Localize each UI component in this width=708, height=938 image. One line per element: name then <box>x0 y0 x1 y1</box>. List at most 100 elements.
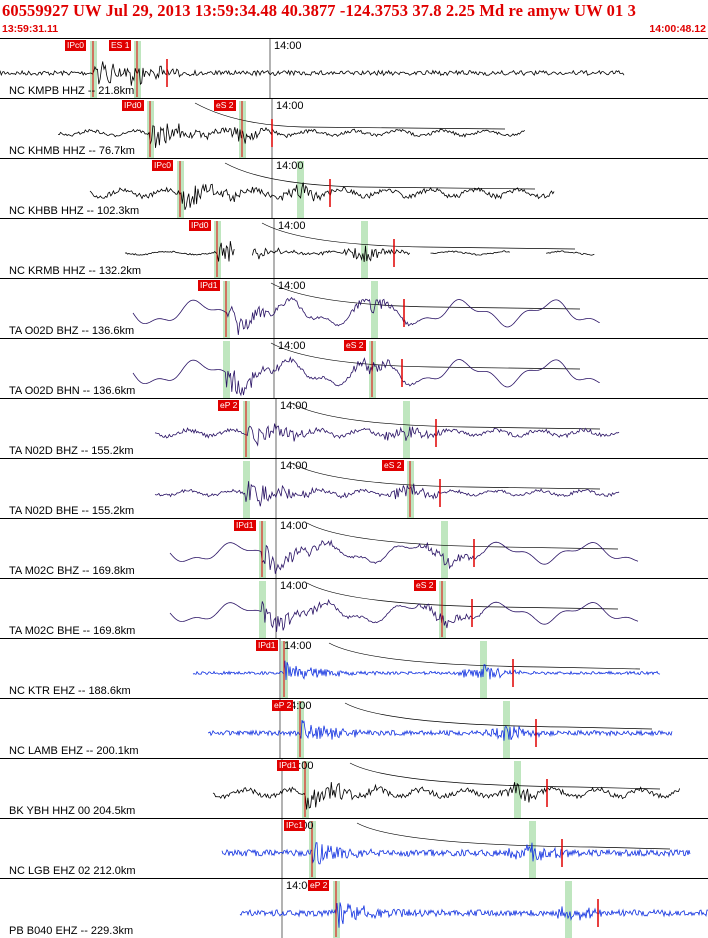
s-window-band <box>565 881 572 938</box>
p-pick-flag[interactable]: IPd1 <box>198 280 220 291</box>
trace-canvas <box>169 519 639 578</box>
p-pick-flag[interactable]: eP 2 <box>272 700 294 711</box>
station-label: NC LGB EHZ 02 212.0km <box>9 865 136 877</box>
station-label: NC KRMB HHZ -- 132.2km <box>9 265 142 277</box>
trace-canvas <box>132 339 600 398</box>
waveform <box>57 123 525 148</box>
trace-panel[interactable]: 14:00 TA N02D BHE -- 155.2km eS 2 <box>0 458 708 518</box>
trace-panel[interactable]: 14:00 NC LAMB EHZ -- 200.1km eP 2 <box>0 698 708 758</box>
waveform <box>221 842 691 865</box>
station-label: TA O02D BHN -- 136.6km <box>9 385 136 397</box>
p-window-band <box>243 461 250 518</box>
waveform <box>239 902 708 928</box>
s-pick-flag[interactable]: eS 2 <box>214 100 236 111</box>
s-window-band <box>297 161 304 218</box>
station-label: NC LAMB EHZ -- 200.1km <box>9 745 139 757</box>
station-label: PB B040 EHZ -- 229.3km <box>9 925 134 937</box>
waveform <box>154 481 620 507</box>
station-label: TA M02C BHZ -- 169.8km <box>9 565 135 577</box>
event-title: 60559927 UW Jul 29, 2013 13:59:34.48 40.… <box>2 1 636 20</box>
trace-canvas <box>154 459 620 518</box>
trace-canvas <box>57 99 525 158</box>
trace-canvas <box>154 399 620 458</box>
trace-panel[interactable]: 14:00 TA M02C BHZ -- 169.8km IPd1 <box>0 518 708 578</box>
waveform <box>212 782 681 810</box>
station-label: NC KMPB HHZ -- 21.8km <box>9 85 135 97</box>
trace-panel[interactable]: 14:00 NC KHBB HHZ -- 102.3km IPc0 <box>0 158 708 218</box>
trace-panel[interactable]: 14:00 NC KRMB HHZ -- 132.2km IPd0 <box>0 218 708 278</box>
trace-panel[interactable]: 14:00 NC KHMB HHZ -- 76.7km IPd0 eS 2 <box>0 98 708 158</box>
header: 60559927 UW Jul 29, 2013 13:59:34.48 40.… <box>0 0 708 38</box>
waveform <box>169 539 639 574</box>
trace-panel[interactable]: 14:00 NC KMPB HHZ -- 21.8km IPc0 ES 1 <box>0 38 708 98</box>
travel-time-curve <box>349 762 661 790</box>
p-pick-flag[interactable]: IPc0 <box>65 40 87 51</box>
travel-time-curve <box>270 282 581 310</box>
p-pick-flag[interactable]: IPc1 <box>284 820 306 831</box>
travel-time-curve <box>356 822 671 850</box>
trace-canvas <box>239 879 708 938</box>
p-pick-flag[interactable]: IPd1 <box>256 640 278 651</box>
s-window-band <box>361 221 368 278</box>
p-pick-flag[interactable]: eP 2 <box>308 880 330 891</box>
s-window-band <box>403 401 410 458</box>
waveform <box>192 660 661 681</box>
trace-panel[interactable]: 14:00 TA M02C BHE -- 169.8km eS 2 <box>0 578 708 638</box>
s-pick-flag[interactable]: ES 1 <box>109 40 132 51</box>
time-label: 14:00 <box>280 400 308 412</box>
time-label: 14:00 <box>276 160 304 172</box>
waveform <box>154 423 620 447</box>
p-pick-flag[interactable]: IPd1 <box>234 520 256 531</box>
s-window-band <box>514 761 521 818</box>
trace-canvas <box>207 699 673 758</box>
waveform <box>207 720 673 741</box>
travel-time-curve <box>328 642 641 670</box>
time-label: 14:00 <box>278 220 306 232</box>
trace-canvas <box>132 279 600 338</box>
time-label: 14:00 <box>274 40 302 52</box>
travel-time-curve <box>306 582 619 610</box>
trace-canvas <box>0 39 625 98</box>
waveform <box>0 61 625 86</box>
p-pick-flag[interactable]: IPd1 <box>277 760 299 771</box>
trace-panel[interactable]: 14:00 TA O02D BHZ -- 136.6km IPd1 <box>0 278 708 338</box>
p-window-band <box>223 341 230 398</box>
travel-time-curve <box>270 342 581 370</box>
trace-canvas <box>169 579 639 638</box>
p-pick-flag[interactable]: IPc0 <box>152 160 174 171</box>
time-label: 14:00 <box>280 580 308 592</box>
station-label: NC KTR EHZ -- 188.6km <box>9 685 131 697</box>
s-window-band <box>503 701 510 758</box>
station-label: NC KHBB HHZ -- 102.3km <box>9 205 140 217</box>
s-pick-flag[interactable]: eS 2 <box>414 580 436 591</box>
trace-panel[interactable]: 14:00 TA N02D BHZ -- 155.2km eP 2 <box>0 398 708 458</box>
p-pick-flag[interactable]: IPd0 <box>122 100 144 111</box>
station-label: TA N02D BHE -- 155.2km <box>9 505 135 517</box>
waveform <box>132 356 600 397</box>
station-label: TA O02D BHZ -- 136.6km <box>9 325 135 337</box>
s-pick-flag[interactable]: eS 2 <box>344 340 366 351</box>
trace-panel[interactable]: 14:00 PB B040 EHZ -- 229.3km eP 2 <box>0 878 708 938</box>
s-pick-flag[interactable]: eS 2 <box>382 460 404 471</box>
waveform <box>124 241 595 262</box>
start-time: 13:59:31.11 <box>2 23 59 35</box>
time-label: 14:00 <box>278 340 306 352</box>
end-time: 14:00:48.12 <box>649 23 706 35</box>
travel-time-curve <box>224 162 536 190</box>
trace-panel[interactable]: 14:00 NC KTR EHZ -- 188.6km IPd1 <box>0 638 708 698</box>
trace-canvas <box>192 639 661 698</box>
station-label: BK YBH HHZ 00 204.5km <box>9 805 136 817</box>
station-label: TA M02C BHE -- 169.8km <box>9 625 136 637</box>
time-label: 14:00 <box>286 880 314 892</box>
p-pick-flag[interactable]: eP 2 <box>218 400 240 411</box>
trace-panel[interactable]: 14:00 TA O02D BHN -- 136.6km eS 2 <box>0 338 708 398</box>
time-label: 14:00 <box>276 100 304 112</box>
trace-panel[interactable]: 14:00 BK YBH HHZ 00 204.5km IPd1 <box>0 758 708 818</box>
travel-time-curve <box>344 702 653 730</box>
waveform <box>89 182 555 210</box>
trace-canvas <box>221 819 691 878</box>
waveform <box>169 598 639 632</box>
time-label: 14:00 <box>284 640 312 652</box>
p-pick-flag[interactable]: IPd0 <box>189 220 211 231</box>
